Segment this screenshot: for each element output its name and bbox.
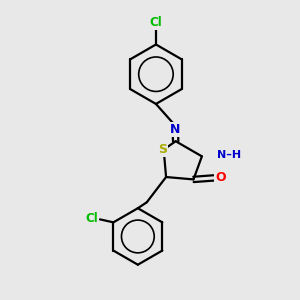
Text: N–H: N–H bbox=[217, 150, 241, 160]
Text: N: N bbox=[170, 123, 181, 136]
Text: Cl: Cl bbox=[85, 212, 98, 225]
Text: Cl: Cl bbox=[150, 16, 162, 29]
Text: S: S bbox=[158, 143, 167, 156]
Text: O: O bbox=[215, 171, 226, 184]
